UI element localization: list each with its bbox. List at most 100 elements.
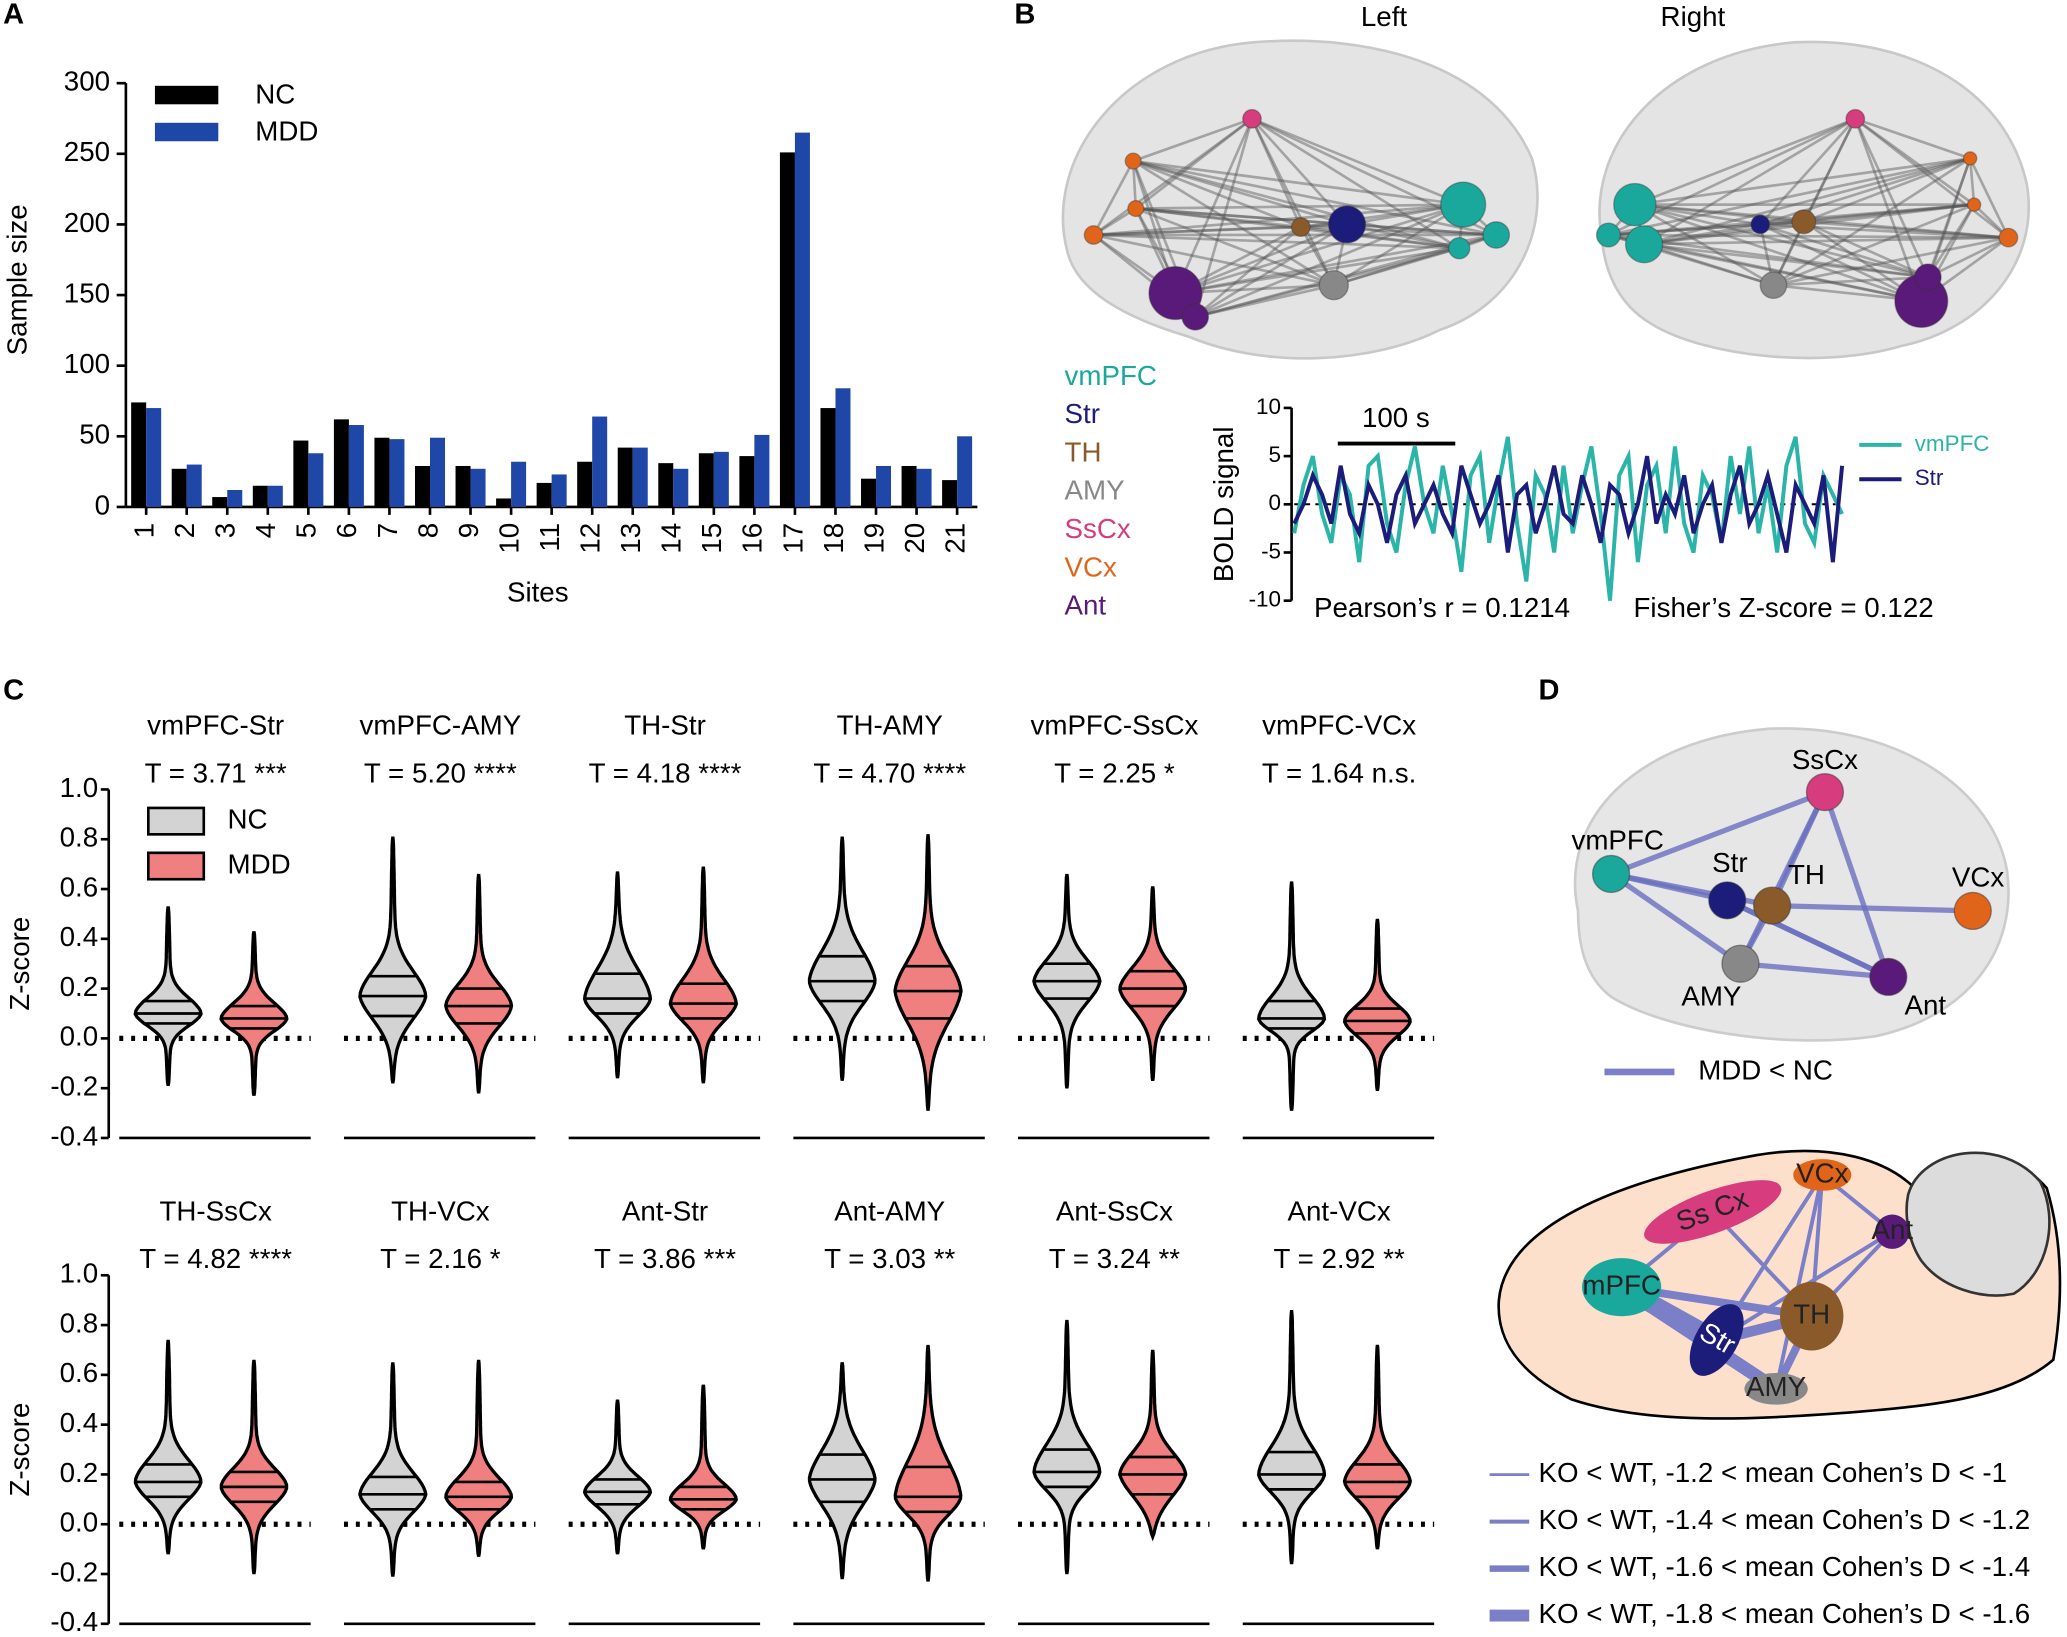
edge xyxy=(1132,159,1497,237)
edge xyxy=(1643,157,1971,246)
panel-title: Ant-SsCx xyxy=(1056,1196,1173,1227)
edge xyxy=(1093,233,1460,250)
scale-label: 100 s xyxy=(1362,402,1430,433)
legend-label: MDD xyxy=(228,848,291,879)
bar xyxy=(739,456,755,507)
panel-label: A xyxy=(3,0,24,31)
y-axis-label: Sample size xyxy=(1,204,32,355)
y-tick-label: 0.0 xyxy=(60,1021,99,1052)
bar xyxy=(374,437,390,507)
x-tick-label: 2 xyxy=(169,523,200,538)
panel-title: Ant-AMY xyxy=(834,1196,945,1227)
legend-label: MDD xyxy=(255,116,318,147)
edge xyxy=(1132,159,1464,206)
bar xyxy=(146,408,162,507)
region-label: vmPFC xyxy=(1065,360,1157,391)
bar xyxy=(673,468,689,507)
bar xyxy=(551,474,567,507)
node xyxy=(1780,1281,1844,1351)
edge xyxy=(1854,117,1971,160)
node xyxy=(1624,225,1664,264)
panel-label: D xyxy=(1538,674,1559,706)
y-tick-label: -0.2 xyxy=(50,1556,98,1587)
panel-stat: T = 2.25 * xyxy=(1054,757,1175,788)
edge xyxy=(1634,203,1804,224)
panel-stat: T = 2.92 ** xyxy=(1273,1243,1404,1274)
x-axis-label: Sites xyxy=(507,576,569,607)
node-label: vmPFC xyxy=(1571,825,1663,856)
edge xyxy=(1174,118,1254,294)
x-tick-label: 10 xyxy=(493,523,524,554)
panel-title: TH-Str xyxy=(624,710,706,741)
node-label: VCx xyxy=(1952,862,2005,893)
y-tick-label: 0.8 xyxy=(60,822,99,853)
bar xyxy=(536,482,552,507)
line-series xyxy=(1292,455,1845,563)
x-tick-label: 18 xyxy=(818,523,849,554)
node xyxy=(1591,854,1631,894)
edge xyxy=(1738,790,1828,965)
node xyxy=(1448,236,1471,260)
y-tick-label: 0.2 xyxy=(60,971,99,1002)
y-tick-label: 250 xyxy=(64,136,110,167)
node xyxy=(1644,1180,1782,1244)
edge xyxy=(1132,159,1335,287)
x-tick-label: 7 xyxy=(372,523,403,538)
bar xyxy=(820,408,836,507)
edge xyxy=(1759,223,1922,303)
violin xyxy=(444,1359,514,1557)
panel-title: Ant-VCx xyxy=(1288,1196,1391,1227)
edge xyxy=(1333,246,1460,287)
x-tick-label: 4 xyxy=(250,523,281,538)
violin xyxy=(219,931,289,1096)
y-axis-label: BOLD signal xyxy=(1208,426,1239,582)
bar xyxy=(293,440,309,507)
edge xyxy=(1644,236,2009,246)
node-label: Ant xyxy=(1904,990,1946,1021)
bar xyxy=(698,453,714,507)
y-tick-label: 0.4 xyxy=(60,1407,99,1438)
panel-label: C xyxy=(3,674,24,706)
node xyxy=(1083,225,1104,245)
node xyxy=(1124,152,1142,170)
edge xyxy=(1854,118,1923,302)
x-tick-label: 1 xyxy=(128,523,159,538)
edge xyxy=(1643,242,1929,279)
edge xyxy=(1968,158,1976,205)
edge xyxy=(1175,246,1460,295)
node xyxy=(1708,881,1747,920)
edge xyxy=(1608,233,2009,239)
edge xyxy=(1822,791,1891,978)
panel-title: TH-VCx xyxy=(391,1196,490,1227)
y-tick-label: 100 xyxy=(64,348,110,379)
bar xyxy=(348,425,364,507)
violin xyxy=(1032,1319,1102,1575)
region-label: AMY xyxy=(1065,475,1125,506)
edge xyxy=(1132,117,1253,163)
node-label: Ant xyxy=(1871,1214,1913,1245)
node xyxy=(1318,269,1350,301)
bar xyxy=(876,465,892,507)
bar xyxy=(617,447,633,507)
violin xyxy=(582,1399,653,1555)
bar xyxy=(333,419,349,507)
legend-label: KO < WT, -1.8 < mean Cohen’s D < -1.6 xyxy=(1538,1598,2030,1629)
bar xyxy=(577,461,593,507)
edge xyxy=(1773,236,2009,287)
bar xyxy=(916,468,932,507)
edge xyxy=(1927,236,2010,279)
edge xyxy=(1193,118,1254,318)
bar xyxy=(227,489,243,507)
x-tick-label: 15 xyxy=(696,523,727,554)
bar xyxy=(171,468,187,507)
edge xyxy=(1333,233,1497,287)
node xyxy=(1582,1258,1662,1317)
edge xyxy=(1135,207,1497,237)
edge xyxy=(1132,159,1348,226)
edge xyxy=(1346,223,1497,237)
x-tick-label: 13 xyxy=(615,523,646,554)
edge xyxy=(1643,242,1774,287)
edge xyxy=(1092,160,1135,236)
legend-swatch xyxy=(154,85,219,105)
edge xyxy=(1854,118,1930,278)
